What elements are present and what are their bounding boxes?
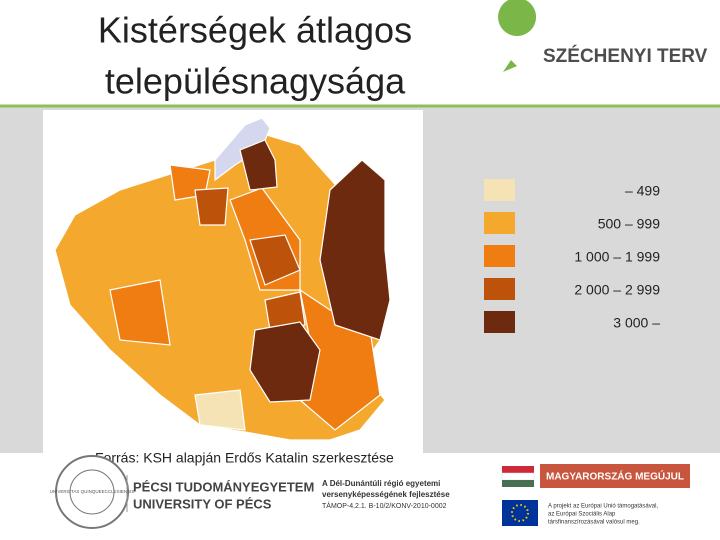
map-region <box>194 389 246 431</box>
legend: – 499 500 – 999 1 000 – 1 999 2 000 – 2 999… <box>484 179 660 333</box>
eu-note: az Európai Szociális Alap <box>548 512 616 518</box>
eu-note: A projekt az Európai Unió támogatásával, <box>548 504 658 510</box>
legend-label: 3 000 – <box>613 315 660 331</box>
legend-swatch <box>484 278 515 300</box>
legend-swatch <box>484 311 515 333</box>
logo-mark <box>498 0 537 72</box>
map-region <box>264 291 306 331</box>
map-region <box>239 139 278 191</box>
title: településnagysága <box>105 61 406 102</box>
university: UNIVERSITY OF PÉCS <box>133 496 272 511</box>
map-region <box>249 321 321 403</box>
eu-flag <box>502 500 538 526</box>
project: A Dél-Dunántúli régió egyetemi <box>322 479 440 488</box>
logo-text: SZÉCHENYI TERV <box>543 45 708 67</box>
project: versenyképességének fejlesztése <box>322 490 450 499</box>
banner <box>540 464 690 488</box>
legend-label: 1 000 – 1 999 <box>574 249 660 265</box>
seal <box>55 455 129 529</box>
map-region <box>109 279 171 346</box>
flag <box>501 472 535 481</box>
seal-text: UNIVERSITAS QUINQUEECCLESIENSIS <box>50 489 135 494</box>
title: Kistérségek átlagos <box>98 10 412 51</box>
map-region <box>249 234 301 286</box>
legend-label: – 499 <box>625 183 660 199</box>
legend-swatch <box>484 212 515 234</box>
seal <box>69 469 115 515</box>
flag <box>502 466 534 473</box>
source: Forrás: KSH alapján Erdős Katalin szerke… <box>95 450 394 466</box>
legend-swatch <box>484 179 515 201</box>
legend-label: 2 000 – 2 999 <box>574 282 660 298</box>
project: TÁMOP-4.2.1. B-10/2/KONV-2010-0002 <box>322 501 447 510</box>
flag <box>502 480 534 487</box>
university: PÉCSI TUDOMÁNYEGYETEM <box>133 479 314 494</box>
banner-text: MAGYARORSZÁG MEGÚJUL <box>546 470 684 483</box>
map <box>54 117 391 441</box>
map-region <box>194 187 229 226</box>
eu-note: társfinanszírozásával valósul meg. <box>548 520 640 526</box>
map-region <box>319 159 391 341</box>
legend-label: 500 – 999 <box>598 216 660 232</box>
eu-stars <box>511 504 529 522</box>
legend-swatch <box>484 245 515 267</box>
logo-letter: Ú <box>511 45 523 64</box>
